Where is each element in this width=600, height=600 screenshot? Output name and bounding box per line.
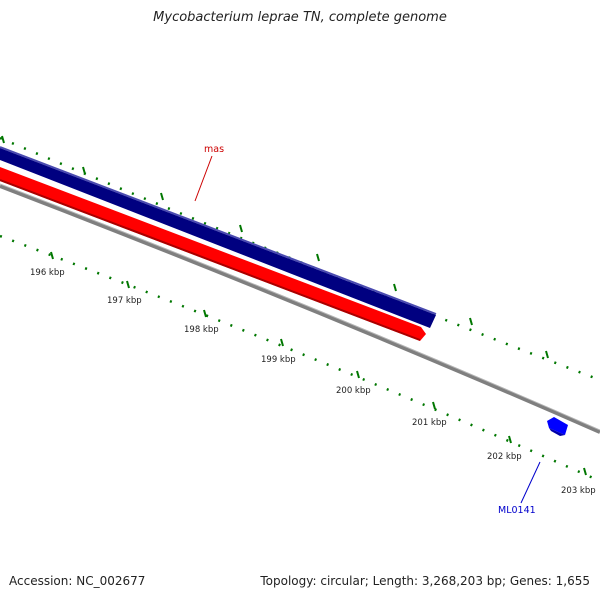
tick-labels: 196 kbp 197 kbp 198 kbp 199 kbp 200 kbp …	[30, 268, 596, 496]
backbone-line	[0, 184, 600, 434]
reverse-gene-arrow[interactable]	[0, 167, 426, 341]
ml0141-gene-arrow[interactable]	[547, 417, 568, 435]
inner-major-tick	[50, 251, 54, 260]
accession-label: Accession: NC_002677	[9, 574, 146, 588]
ml0141-feature	[547, 417, 568, 436]
inner-major-tick	[508, 435, 512, 444]
tick-label: 198 kbp	[184, 325, 219, 335]
ml0141-gene-shadow	[549, 428, 565, 436]
outer-major-tick	[316, 253, 320, 262]
gene-callout-mas: mas	[194, 144, 224, 202]
outer-major-tick	[545, 350, 549, 359]
inner-tick-ring	[0, 234, 600, 483]
outer-tick-dots	[0, 136, 600, 382]
reverse-gene-track	[0, 167, 426, 341]
outer-major-tick	[239, 224, 243, 233]
outer-major-tick	[82, 166, 86, 175]
inner-major-tick	[356, 370, 360, 379]
backbone-highlight	[0, 183, 600, 431]
outer-major-tick	[1, 135, 5, 144]
tick-label: 200 kbp	[336, 386, 371, 396]
genome-summary-label: Topology: circular; Length: 3,268,203 bp…	[260, 574, 590, 588]
inner-major-tick	[432, 401, 436, 410]
tick-label: 202 kbp	[487, 452, 522, 462]
forward-gene-track	[0, 146, 437, 328]
map-title: Mycobacterium leprae TN, complete genome	[153, 10, 447, 25]
tick-label: 201 kbp	[412, 418, 447, 428]
outer-tick-ring	[0, 135, 600, 382]
inner-major-tick	[583, 467, 587, 476]
mas-gene-highlight	[0, 146, 437, 315]
tick-label: 203 kbp	[561, 486, 596, 496]
genome-backbone	[0, 183, 600, 434]
inner-major-tick	[203, 309, 207, 318]
mas-callout-line	[194, 155, 213, 202]
ml0141-gene-label[interactable]: ML0141	[498, 505, 536, 516]
ml0141-callout-line	[520, 461, 541, 504]
inner-major-tick	[126, 280, 130, 289]
mas-gene-label[interactable]: mas	[204, 144, 224, 155]
reverse-gene-shadow	[0, 179, 421, 341]
mas-gene-arrow[interactable]	[0, 148, 436, 328]
outer-major-tick	[469, 317, 473, 326]
gene-callout-ml0141: ML0141	[498, 461, 541, 516]
tick-label: 197 kbp	[107, 296, 142, 306]
tick-label: 196 kbp	[30, 268, 65, 278]
tick-label: 199 kbp	[261, 355, 296, 365]
inner-major-tick	[280, 338, 284, 347]
outer-major-tick	[393, 283, 397, 292]
outer-major-tick	[160, 192, 164, 201]
